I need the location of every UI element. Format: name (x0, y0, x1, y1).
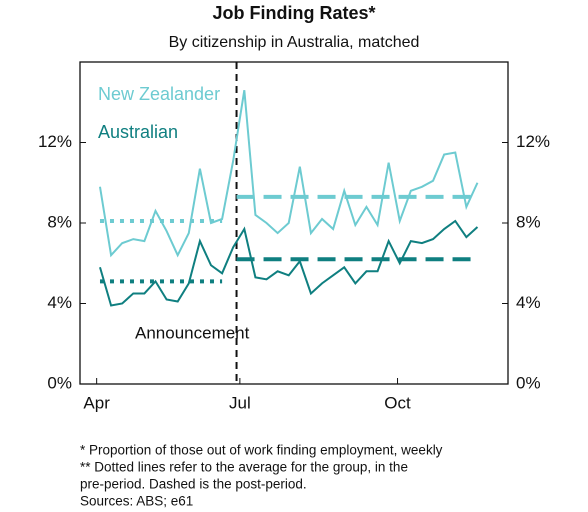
y-tick-label: 12% (38, 132, 72, 151)
series-line (99, 219, 479, 307)
y-tick-label: 4% (47, 293, 72, 312)
footnote: * Proportion of those out of work findin… (80, 443, 443, 458)
chart-subtitle: By citizenship in Australia, matched (169, 34, 420, 51)
chart-title: Job Finding Rates* (212, 3, 375, 23)
x-tick-label: Jul (229, 393, 251, 412)
y2-tick-label: 8% (516, 212, 541, 231)
footnote: pre-period. Dashed is the post-period. (80, 477, 307, 492)
y2-tick-label: 0% (516, 373, 541, 392)
legend-label: Australian (98, 122, 178, 142)
x-tick-label: Oct (384, 393, 411, 412)
y2-tick-label: 12% (516, 132, 550, 151)
footnote: ** Dotted lines refer to the average for… (80, 460, 408, 475)
legend-label: New Zealander (98, 84, 220, 104)
series-line (98, 90, 479, 258)
y2-tick-label: 4% (516, 293, 541, 312)
y-tick-label: 8% (47, 212, 72, 231)
footnote: Sources: ABS; e61 (80, 494, 193, 509)
y-tick-label: 0% (47, 373, 72, 392)
x-tick-label: Apr (83, 393, 110, 412)
event-label: Announcement (135, 323, 250, 342)
